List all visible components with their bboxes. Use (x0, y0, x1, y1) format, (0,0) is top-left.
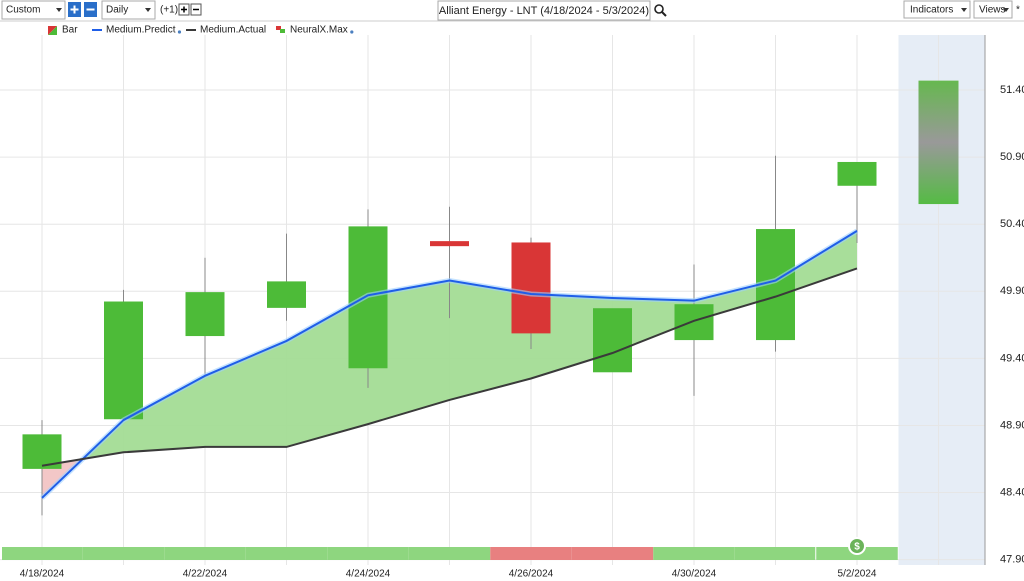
offset-label: (+1) (160, 5, 178, 16)
legend-icon (276, 26, 281, 30)
candle-body (22, 434, 62, 469)
fill-segment (449, 280, 531, 400)
search-icon-handle (661, 11, 667, 17)
signal-strip (653, 547, 735, 560)
x-tick-label: 4/30/2024 (672, 569, 717, 580)
x-tick-label: 4/18/2024 (20, 569, 65, 580)
y-tick-label: 48.90 (1000, 419, 1024, 431)
plus-icon (181, 6, 187, 13)
y-tick-label: 51.40 (1000, 84, 1024, 96)
candle-body (185, 292, 225, 337)
dropdown-arrow (145, 8, 151, 12)
interval-dropdown[interactable] (101, 0, 156, 20)
fill-segment (612, 297, 694, 353)
legend-icon (280, 29, 285, 33)
fill-segment (694, 280, 776, 321)
legend-label: Medium.Actual (200, 25, 266, 36)
fill-segment (531, 293, 613, 379)
y-tick-label: 50.40 (1000, 218, 1024, 230)
candle-body (511, 242, 551, 334)
fill-segment (286, 295, 368, 447)
x-tick-label: 5/2/2024 (838, 569, 877, 580)
indicators-label: Indicators (910, 5, 953, 16)
views-label: Views (979, 5, 1006, 16)
legend-dot (350, 30, 354, 34)
legend-label: Medium.Predict (106, 25, 176, 36)
candle-body (756, 229, 795, 341)
fill-segment (368, 280, 450, 425)
legend-label: Bar (62, 25, 78, 36)
pin-label: * (1016, 5, 1020, 16)
x-tick-label: 4/26/2024 (509, 569, 554, 580)
preset-label: Custom (6, 5, 40, 16)
candle-body (104, 301, 143, 420)
dividend-marker (848, 537, 866, 555)
fill-segment (123, 375, 205, 453)
signal-strip (2, 547, 83, 560)
signal-strip (490, 547, 572, 560)
indicators-dropdown[interactable] (903, 0, 971, 19)
forecast-fill (42, 230, 857, 498)
y-tick-label: 48.40 (1000, 486, 1024, 498)
candle-body (267, 281, 306, 308)
symbol-box[interactable] (437, 0, 651, 21)
legend-icon (48, 26, 57, 35)
signal-strip (734, 547, 816, 560)
y-tick-label: 49.40 (1000, 352, 1024, 364)
x-tick-label: 4/24/2024 (346, 569, 391, 580)
toolbar: Custom Daily (+1) Alliant Energy - LNT (… (1, 0, 1020, 21)
dropdown-arrow (1003, 8, 1009, 12)
preset-dropdown[interactable] (1, 0, 66, 20)
signal-strip (408, 547, 491, 560)
y-tick-label: 50.90 (1000, 151, 1024, 163)
signal-strip (82, 547, 165, 560)
plot: 47.90 48.40 48.90 49.40 49.90 50.40 50.90 51.40… (0, 25, 1024, 580)
signal-strip (571, 547, 654, 560)
dropdown-arrow (56, 8, 62, 12)
legend-label: NeuralX.Max (290, 25, 348, 36)
signal-strip (327, 547, 409, 560)
candle-body (837, 161, 877, 186)
legend-dot (177, 30, 182, 34)
fill-segment (775, 230, 857, 297)
chart-title: Alliant Energy - LNT (4/18/2024 - 5/3/20… (439, 5, 649, 17)
line-series (41, 230, 858, 499)
dividend-marker-label: $ (854, 542, 860, 553)
dropdown-arrow (961, 8, 967, 12)
neuralx-forecast (918, 80, 959, 205)
candle-body (593, 308, 632, 373)
views-dropdown[interactable] (973, 0, 1013, 19)
line-series (41, 267, 858, 467)
candle-body (674, 304, 714, 341)
signal-strip (245, 547, 328, 560)
search-icon[interactable] (654, 4, 664, 14)
candle-body (430, 241, 469, 247)
y-tick-label: 47.90 (1000, 554, 1024, 566)
y-tick-label: 49.90 (1000, 285, 1024, 297)
plus-icon (70, 5, 79, 14)
x-tick-label: 4/22/2024 (183, 569, 228, 580)
interval-label: Daily (106, 5, 128, 16)
signal-strip (164, 547, 246, 560)
